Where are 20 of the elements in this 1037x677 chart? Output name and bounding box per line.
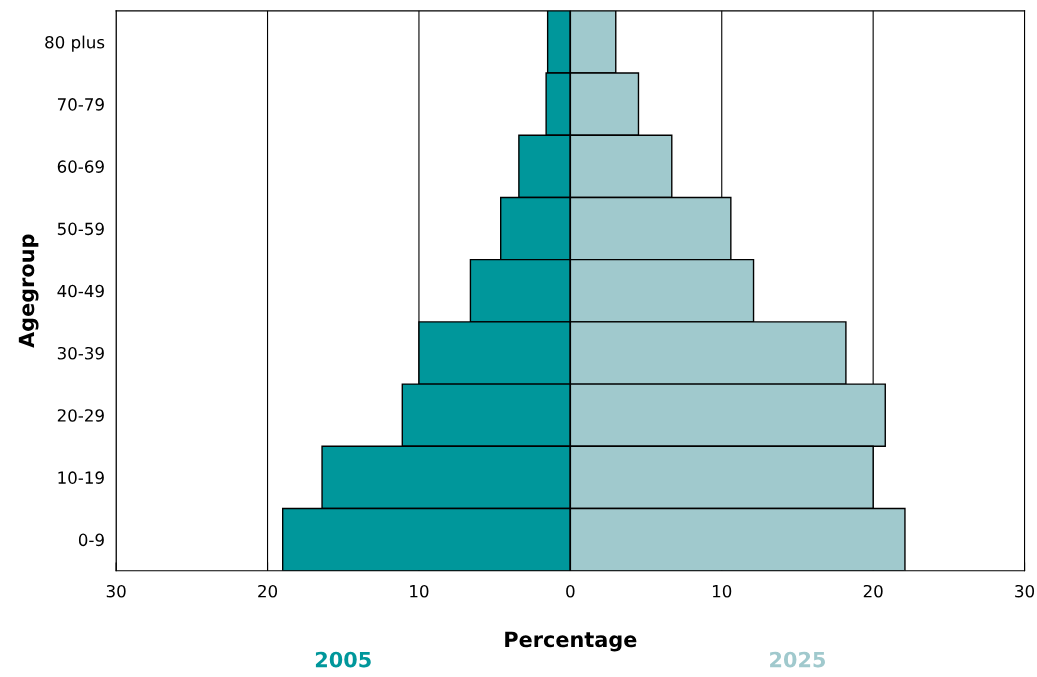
text: 2025: [770, 651, 825, 668]
y-tick-label: 10-19: [58, 471, 104, 484]
x-tick-label: 10: [410, 584, 429, 598]
x-tick-label: 20: [863, 584, 883, 598]
text: 2005: [315, 651, 371, 668]
y-axis-title: Agegroup: [18, 234, 39, 348]
y-tick-label: 40-49: [57, 284, 104, 298]
y-tick-label: 20-29: [57, 409, 104, 422]
x-tick-label: 30: [1015, 584, 1035, 598]
x-axis-title: Percentage: [505, 631, 637, 652]
y-tick-label: 70-79: [57, 98, 104, 111]
y-tick-label: 50-59: [57, 222, 104, 236]
y-tick-label: 30-39: [57, 346, 104, 360]
y-tick-label: 0-9: [78, 533, 104, 547]
x-tick-label: 0: [566, 584, 575, 598]
y-tick-label: 80 plus: [45, 35, 105, 52]
x-tick-label: 20: [258, 584, 278, 598]
x-tick-label: 10: [712, 584, 732, 598]
y-tick-label: 60-69: [57, 160, 104, 173]
x-tick-label: 30: [106, 584, 126, 598]
